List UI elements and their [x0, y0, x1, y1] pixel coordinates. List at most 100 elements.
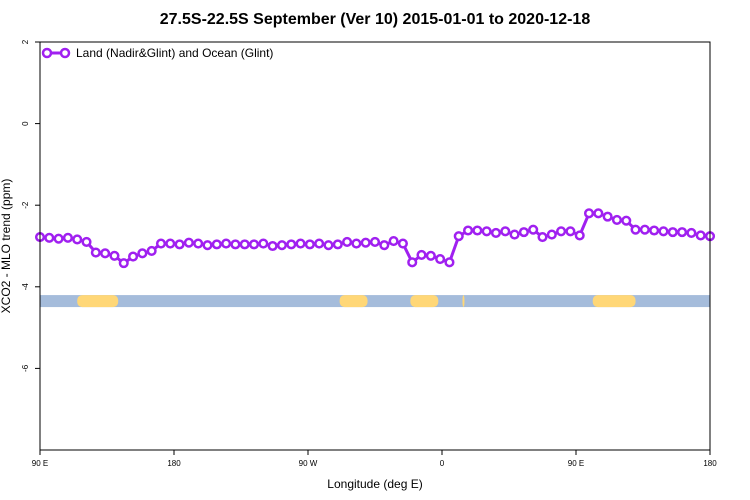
data-point	[100, 248, 111, 259]
data-point	[379, 240, 390, 251]
data-point	[649, 225, 660, 236]
data-point	[695, 230, 706, 241]
data-point	[556, 226, 567, 237]
data-point	[444, 257, 455, 268]
data-point	[239, 239, 250, 250]
y-tick-label: -2	[21, 201, 30, 209]
data-point	[314, 238, 325, 249]
data-point	[174, 239, 185, 250]
data-point	[639, 224, 650, 235]
data-point	[602, 211, 613, 222]
data-point	[565, 226, 576, 237]
data-point	[44, 232, 55, 243]
data-point	[351, 238, 362, 249]
data-point	[304, 239, 315, 250]
y-axis: 2 0 -2 -4 -6	[21, 39, 40, 372]
data-point	[155, 238, 167, 249]
legend: Land (Nadir&Glint) and Ocean (Glint)	[41, 46, 273, 60]
y-tick-label: 0	[21, 121, 30, 126]
data-point	[183, 237, 194, 248]
land-surface-segment	[592, 295, 636, 308]
data-point	[342, 236, 353, 247]
data-point	[472, 225, 483, 236]
x-axis-label: Longitude (deg E)	[327, 477, 422, 491]
data-point	[686, 227, 697, 238]
data-point	[574, 230, 585, 241]
land-surface-segment	[410, 295, 439, 308]
surface-type-bar	[40, 295, 710, 308]
data-point	[72, 234, 83, 245]
data-point	[81, 236, 92, 247]
data-point	[528, 224, 539, 235]
data-point	[490, 227, 502, 238]
data-point	[248, 239, 260, 250]
x-tick-label: 90 W	[299, 459, 318, 468]
data-point	[518, 227, 529, 238]
data-point	[286, 239, 297, 250]
data-point	[267, 240, 278, 252]
data-point	[583, 208, 595, 219]
data-point	[221, 238, 232, 249]
data-point	[481, 226, 492, 237]
legend-marker-right	[59, 47, 71, 59]
data-point	[146, 245, 157, 256]
x-tick-label: 90 E	[32, 459, 48, 468]
x-tick-label: 90 E	[568, 459, 584, 468]
data-point	[630, 224, 641, 235]
series-layer	[34, 208, 716, 269]
x-tick-label: 180	[167, 459, 181, 468]
data-point	[621, 215, 632, 226]
data-point	[90, 247, 101, 258]
data-point	[407, 257, 418, 268]
data-point	[137, 248, 148, 259]
data-point	[109, 250, 120, 261]
legend-label: Land (Nadir&Glint) and Ocean (Glint)	[76, 46, 273, 60]
y-tick-label: -6	[21, 364, 30, 372]
data-point	[658, 226, 669, 237]
data-point	[323, 240, 334, 251]
data-point	[593, 208, 604, 219]
data-point	[500, 226, 511, 237]
data-point	[509, 229, 520, 240]
land-surface-segment	[339, 295, 368, 308]
x-tick-label: 180	[703, 459, 717, 468]
data-point	[546, 229, 557, 240]
data-point	[360, 237, 371, 248]
data-point	[258, 238, 269, 249]
data-point	[397, 238, 408, 249]
data-point	[611, 214, 622, 225]
data-point	[53, 233, 64, 244]
data-point	[425, 250, 436, 261]
data-point	[165, 238, 176, 249]
data-point	[453, 231, 464, 242]
legend-marker-left	[41, 47, 53, 59]
land-surface-segment	[77, 295, 119, 308]
data-point	[537, 231, 548, 243]
x-axis: 90 E 180 90 W 0 90 E 180	[32, 450, 717, 468]
data-point	[276, 240, 287, 251]
data-point	[332, 239, 343, 250]
data-point	[369, 236, 381, 247]
y-tick-label: -4	[21, 283, 30, 291]
data-point	[118, 258, 129, 269]
data-point	[193, 238, 204, 249]
data-point	[230, 239, 241, 250]
data-point	[667, 227, 678, 238]
y-tick-label: 2	[21, 39, 30, 44]
data-point	[211, 239, 222, 250]
data-point	[435, 254, 446, 265]
data-point	[416, 249, 427, 261]
data-point	[463, 225, 474, 236]
data-point	[677, 227, 688, 238]
data-point	[202, 240, 213, 251]
y-axis-label: XCO2 - MLO trend (ppm)	[0, 179, 13, 314]
data-point	[128, 251, 139, 262]
x-tick-label: 0	[440, 459, 445, 468]
plot-frame	[39, 41, 711, 451]
data-point	[295, 238, 306, 249]
data-point	[62, 232, 73, 243]
chart-title: 27.5S-22.5S September (Ver 10) 2015-01-0…	[160, 11, 591, 28]
land-surface-segment	[462, 295, 465, 308]
ocean-surface-band	[40, 295, 710, 308]
